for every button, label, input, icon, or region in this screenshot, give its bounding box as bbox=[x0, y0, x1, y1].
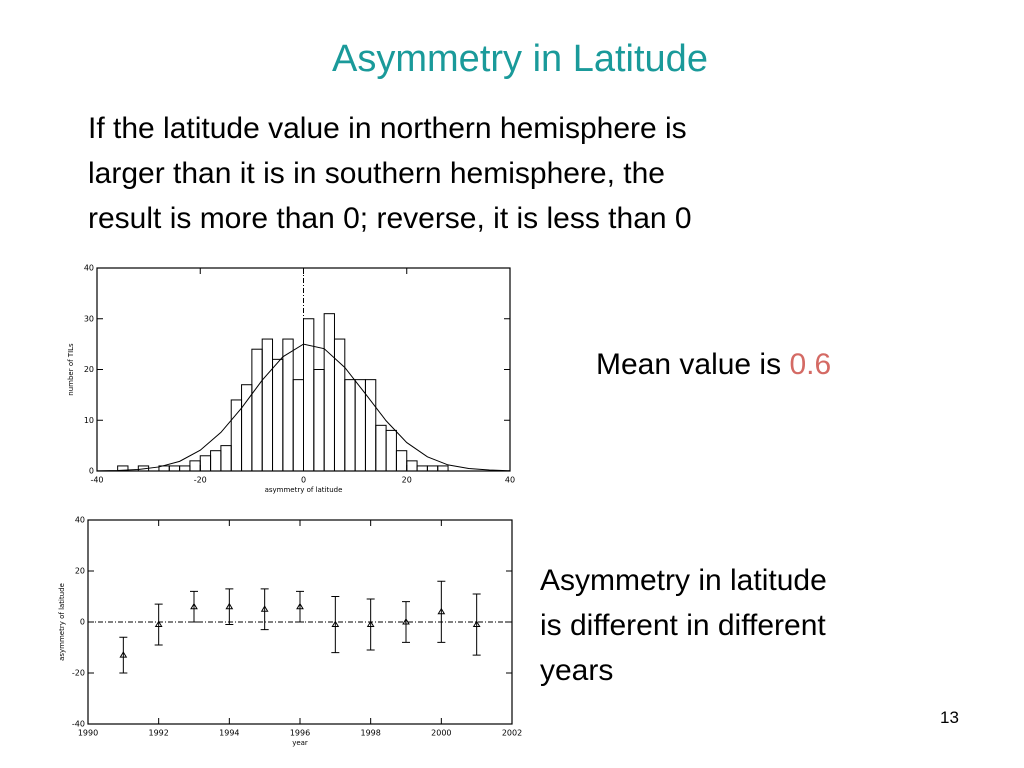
error-bar bbox=[119, 636, 128, 674]
x-tick-label: 1996 bbox=[290, 729, 310, 738]
mean-value: 0.6 bbox=[789, 348, 832, 381]
x-tick-label: 0 bbox=[301, 476, 306, 485]
fit-curve bbox=[96, 343, 511, 472]
error-bar bbox=[331, 596, 340, 654]
x-tick-label: 40 bbox=[505, 476, 515, 485]
text-line: result is more than 0; reverse, it is le… bbox=[88, 202, 692, 235]
histogram-bar bbox=[241, 384, 253, 472]
data-point bbox=[190, 602, 198, 610]
mean-text: Mean value is 0.6 bbox=[596, 348, 831, 382]
text-line: If the latitude value in northern hemisp… bbox=[88, 112, 687, 145]
data-point bbox=[296, 602, 304, 610]
histogram-bar bbox=[303, 318, 315, 472]
y-tick-label: 20 bbox=[84, 365, 94, 374]
histogram-bar bbox=[426, 465, 439, 472]
data-point bbox=[260, 605, 269, 612]
x-axis-label: asymmetry of latitude bbox=[265, 486, 343, 494]
error-bar bbox=[154, 603, 163, 646]
histogram-bar bbox=[261, 338, 274, 472]
x-tick-label: -20 bbox=[194, 476, 207, 485]
histogram-bar bbox=[375, 424, 387, 472]
y-tick-label: 20 bbox=[75, 567, 85, 576]
histogram-bar bbox=[313, 369, 325, 472]
histogram-bar bbox=[117, 465, 129, 472]
histogram-bar bbox=[354, 379, 366, 472]
error-bar bbox=[296, 590, 304, 623]
histogram-bar bbox=[344, 379, 356, 472]
data-point bbox=[402, 618, 410, 625]
error-bar bbox=[366, 598, 375, 651]
x-tick-label: 2002 bbox=[502, 729, 522, 738]
y-axis-label: asymmetry of latitude bbox=[58, 583, 66, 661]
y-tick-label: 40 bbox=[84, 264, 94, 273]
text-line: is different in different bbox=[540, 609, 826, 642]
error-bar bbox=[225, 588, 234, 626]
y-tick-label: 30 bbox=[84, 314, 94, 323]
data-point bbox=[119, 651, 128, 658]
histogram-bar bbox=[395, 450, 408, 472]
histogram-bar bbox=[385, 429, 397, 472]
histogram-bar bbox=[189, 460, 201, 472]
x-tick-label: 2000 bbox=[431, 729, 451, 738]
mean-label: Mean value is bbox=[596, 348, 782, 381]
x-tick-label: 20 bbox=[402, 476, 412, 485]
text-line: larger than it is in southern hemisphere… bbox=[88, 157, 665, 190]
page-number: 13 bbox=[940, 708, 959, 727]
histogram-bar bbox=[220, 445, 232, 472]
y-tick-label: 0 bbox=[80, 618, 85, 627]
body-text: If the latitude value in northern hemisp… bbox=[88, 106, 692, 241]
x-tick-label: 1998 bbox=[360, 729, 380, 738]
error-bar bbox=[402, 601, 410, 643]
x-tick-label: 1994 bbox=[219, 729, 239, 738]
histogram-bar bbox=[251, 348, 263, 472]
error-bar bbox=[437, 580, 446, 643]
histogram-bar bbox=[364, 379, 377, 472]
histogram-bar bbox=[199, 455, 212, 472]
text-line: Asymmetry in latitude bbox=[540, 564, 827, 597]
y-axis-label: number of TILs bbox=[67, 343, 75, 396]
histogram-bar bbox=[210, 450, 222, 472]
slide-title: Asymmetry in Latitude bbox=[332, 38, 708, 80]
data-point bbox=[366, 620, 375, 628]
y-tick-label: 10 bbox=[84, 416, 94, 425]
y-tick-label: -20 bbox=[72, 669, 85, 678]
data-point bbox=[154, 620, 163, 628]
y-tick-label: -40 bbox=[72, 720, 85, 729]
histogram-bar bbox=[416, 465, 428, 472]
data-point bbox=[225, 602, 234, 610]
histogram-bar bbox=[168, 465, 181, 472]
histogram-bar bbox=[323, 313, 335, 472]
data-point bbox=[472, 620, 481, 628]
years-text: Asymmetry in latitude is different in di… bbox=[540, 558, 827, 693]
histogram-bar bbox=[272, 358, 284, 472]
histogram-bar bbox=[179, 465, 191, 472]
histogram-bar bbox=[437, 465, 449, 472]
data-point bbox=[437, 607, 446, 615]
histogram-bar bbox=[292, 379, 304, 472]
y-tick-label: 0 bbox=[89, 467, 94, 476]
error-bar bbox=[190, 590, 198, 623]
error-bar bbox=[472, 593, 481, 656]
x-tick-label: -40 bbox=[90, 476, 103, 485]
histogram-bar bbox=[406, 460, 418, 472]
x-tick-label: 1992 bbox=[148, 729, 168, 738]
error-bar bbox=[260, 588, 269, 631]
y-tick-label: 40 bbox=[75, 516, 85, 525]
data-point bbox=[331, 620, 340, 628]
text-line: years bbox=[540, 654, 614, 687]
histogram-bar bbox=[282, 338, 294, 472]
x-tick-label: 1990 bbox=[78, 729, 98, 738]
x-axis-label: year bbox=[292, 739, 308, 747]
